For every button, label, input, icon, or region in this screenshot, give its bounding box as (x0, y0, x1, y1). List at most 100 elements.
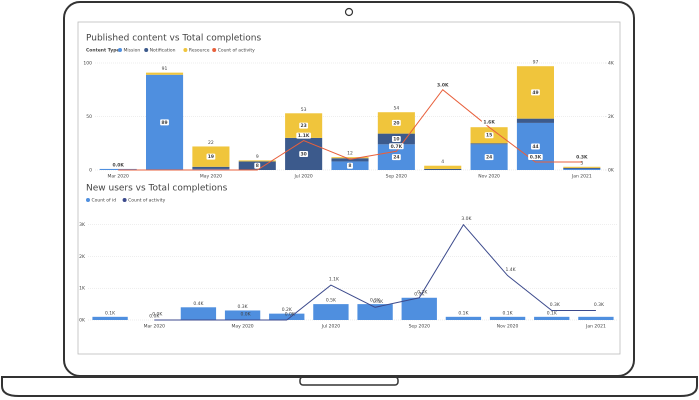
data-label: 19 (208, 154, 214, 160)
data-label-box (110, 162, 126, 168)
bar (238, 160, 276, 162)
data-label: 44 (532, 144, 538, 150)
bar (92, 316, 128, 320)
y2-tick-label: 4K (608, 61, 615, 67)
data-label-box (206, 153, 216, 160)
x-tick-label: Mar 2020 (107, 174, 129, 180)
data-label: 24 (486, 155, 492, 161)
legend-swatch (118, 48, 122, 52)
camera (344, 7, 354, 17)
data-label: 0.5K (326, 298, 337, 304)
data-label-box (389, 143, 404, 150)
legend-label: Count of activity (128, 198, 165, 204)
bar (424, 165, 462, 169)
data-label-box (528, 153, 543, 160)
data-label-box (391, 135, 401, 142)
x-tick-label: Nov 2020 (497, 324, 519, 330)
x-tick-label: Nov 2020 (478, 174, 500, 180)
data-label: 0.1K (105, 310, 116, 316)
total-label: 22 (208, 140, 214, 146)
data-label: 30 (301, 151, 307, 157)
bar (192, 168, 230, 170)
data-label: 1.4K (506, 267, 517, 273)
data-label-box (391, 154, 401, 161)
data-label: 49 (532, 90, 538, 96)
total-label: 12 (347, 151, 353, 157)
data-label: 0.2K (282, 307, 293, 313)
data-label: 0.0K (112, 163, 124, 169)
data-label: 15 (486, 133, 492, 139)
data-label: 3.0K (461, 216, 472, 222)
bar (357, 304, 393, 320)
legend-swatch (122, 198, 127, 202)
bar (563, 168, 601, 170)
total-label: 4 (441, 159, 444, 165)
data-label: 0.3K (530, 154, 542, 160)
y2-tick-label: 2K (608, 114, 615, 120)
data-label-box (160, 119, 169, 126)
legend-title: Content Type (86, 48, 119, 54)
data-label-box (299, 122, 309, 129)
y-tick-label: 3K (79, 222, 86, 228)
x-tick-label: Sep 2020 (386, 174, 408, 180)
data-label-box (347, 162, 353, 169)
bar (99, 168, 137, 170)
data-label-box (484, 132, 494, 139)
legend-swatch (212, 48, 217, 52)
bar (192, 166, 230, 169)
data-label: 0.3K (550, 302, 561, 308)
data-label: 10 (393, 136, 399, 142)
legend-swatch (183, 48, 188, 52)
total-label: 9 (256, 154, 259, 160)
data-label: 1.6K (483, 120, 495, 126)
data-label: 20 (393, 120, 399, 126)
legend-label: Count of id (92, 198, 117, 204)
bar (516, 118, 554, 123)
bar (180, 307, 217, 320)
data-label: 89 (161, 120, 167, 126)
bar (578, 316, 614, 320)
legend-swatch (144, 48, 149, 52)
bar (146, 72, 184, 75)
line-series (118, 89, 582, 171)
line-series (154, 223, 596, 321)
data-label: 8 (348, 163, 351, 169)
legend-label: Resource (189, 48, 210, 54)
x-tick-label: Jan 2021 (571, 174, 592, 180)
data-label-box (481, 119, 497, 126)
data-label: 0.0K (149, 314, 160, 320)
bar (224, 310, 261, 320)
data-label: 0.0K (152, 312, 163, 318)
data-label: 0.7K (414, 291, 425, 297)
y-tick-label: 0 (89, 168, 92, 174)
x-tick-label: Mar 2020 (144, 324, 166, 330)
data-label-box (435, 81, 451, 88)
data-label: 0.0K (285, 312, 296, 318)
data-label-box (299, 150, 309, 157)
data-label-box (531, 89, 540, 96)
total-label: 54 (393, 106, 399, 112)
y-tick-label: 0K (79, 318, 86, 324)
y-tick-label: 50 (86, 114, 92, 120)
data-label: 1.1K (329, 277, 340, 283)
bar (424, 168, 462, 170)
data-label: 0.7K (417, 289, 428, 295)
data-label: 23 (301, 123, 307, 129)
bar (269, 313, 305, 320)
data-label: 0.1K (503, 310, 514, 316)
data-label-box (254, 162, 261, 169)
x-tick-label: Sep 2020 (409, 324, 431, 330)
data-label: 1.1K (298, 133, 310, 139)
bar (563, 166, 601, 168)
laptop-base (1, 376, 698, 397)
data-label: 24 (393, 155, 399, 161)
chart-title: Published content vs Total completions (86, 34, 261, 44)
bar (470, 143, 508, 145)
total-label: 97 (533, 60, 539, 66)
data-label: 0.1K (458, 310, 469, 316)
y-tick-label: 2K (79, 254, 86, 260)
x-tick-label: May 2020 (231, 324, 253, 330)
data-label-box (531, 143, 540, 150)
y-tick-label: 1K (79, 286, 86, 292)
total-label: 3 (580, 160, 583, 166)
